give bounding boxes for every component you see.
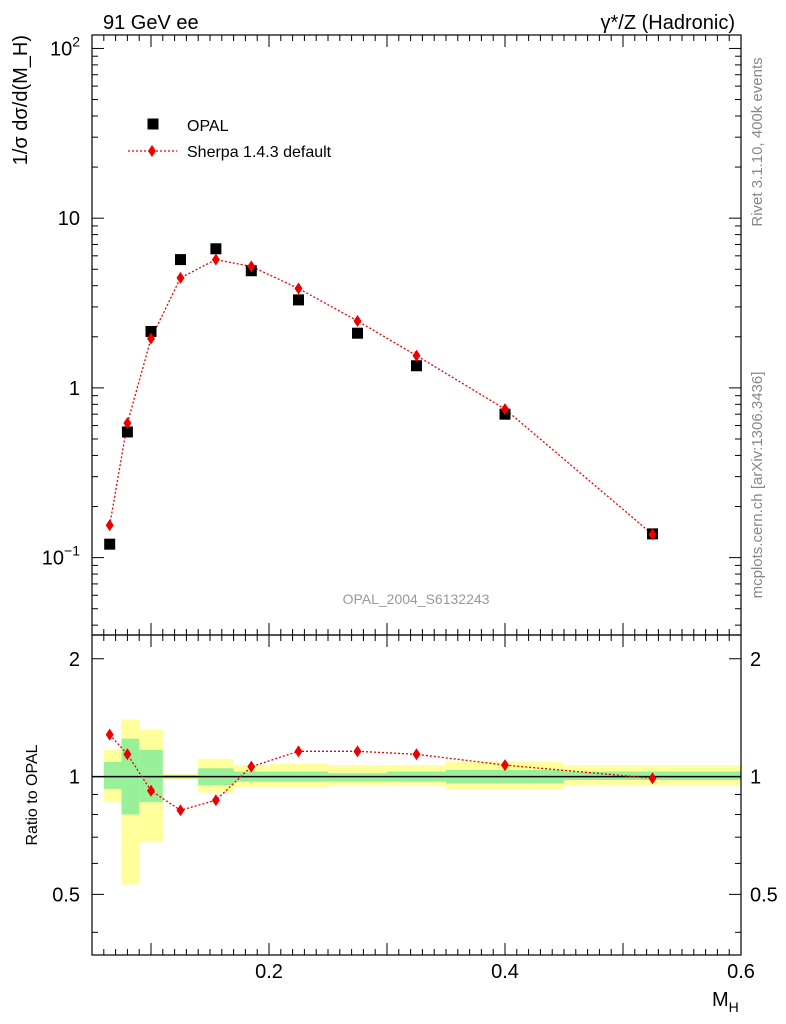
ratio-sherpa-line — [109, 734, 653, 812]
sherpa-point — [247, 260, 256, 273]
sherpa-point — [353, 314, 362, 327]
ratio-y-tick-label-right: 2 — [750, 649, 761, 671]
stat-uncertainty-band — [103, 761, 122, 789]
sherpa-point — [211, 253, 220, 266]
ratio-plot-panel: 0.5 0.5 1 1 2 2 0.2 0.4 0.6 Ratio to OPAL MH — [24, 634, 778, 1015]
sherpa-point — [176, 271, 185, 284]
x-axis-label: MH — [712, 989, 739, 1015]
legend-sherpa-label: Sherpa 1.4.3 default — [187, 144, 332, 161]
ratio-y-tick-label-right: 0.5 — [750, 884, 778, 906]
sherpa-point — [105, 519, 114, 532]
ratio-sherpa-point — [247, 760, 256, 773]
sherpa-point — [412, 349, 421, 362]
header-left: 91 GeV ee — [103, 12, 199, 34]
sherpa-line — [109, 258, 653, 535]
ratio-y-tick-label-left: 2 — [69, 649, 80, 671]
legend-sherpa-marker — [148, 145, 156, 157]
legend-opal-marker — [147, 118, 159, 130]
y-tick-label: 10 — [58, 208, 80, 230]
sherpa-point — [147, 332, 155, 345]
opal-data-point — [175, 254, 186, 266]
ratio-sherpa-point — [176, 804, 185, 817]
x-tick-label: 0.4 — [491, 961, 519, 983]
opal-data-point — [293, 294, 304, 306]
opal-data-point — [411, 360, 422, 372]
analysis-id-label: OPAL_2004_S6132243 — [343, 591, 490, 607]
ratio-sherpa-point — [211, 794, 220, 807]
y-tick-label: 102 — [50, 33, 80, 60]
mcplots-source-label: mcplots.cern.ch [arXiv:1306.3436] — [749, 372, 766, 599]
ratio-plot-frame — [91, 634, 742, 956]
sherpa-point — [648, 528, 657, 541]
sherpa-point — [501, 403, 509, 416]
main-y-axis-label: 1/σ dσ/d(M_H) — [10, 35, 32, 165]
ratio-sherpa-point — [294, 745, 303, 758]
ratio-sherpa-point — [105, 728, 114, 741]
y-tick-label: 1 — [69, 378, 80, 400]
ratio-y-tick-label-left: 1 — [69, 767, 80, 789]
ratio-sherpa-point — [501, 759, 509, 772]
sherpa-point — [123, 417, 132, 430]
x-tick-label: 0.2 — [255, 961, 283, 983]
stat-uncertainty-band — [328, 773, 387, 782]
main-plot-panel: 10−1 1 10 102 1/σ dσ/d(M_H) OPAL_2004_S613224… — [10, 33, 742, 636]
ratio-sherpa-point — [147, 784, 155, 797]
ratio-sherpa-point — [123, 748, 132, 761]
opal-data-point — [121, 426, 133, 438]
opal-data-point — [352, 327, 363, 339]
y-tick-label: 10−1 — [42, 543, 80, 570]
opal-data-point — [210, 243, 222, 255]
ratio-sherpa-point — [648, 772, 657, 785]
opal-data-point — [104, 538, 116, 550]
rivet-version-label: Rivet 3.1.10, 400k events — [749, 57, 766, 226]
legend-opal-label: OPAL — [187, 118, 229, 135]
ratio-y-tick-label-left: 0.5 — [52, 884, 80, 906]
ratio-y-tick-label-right: 1 — [750, 767, 761, 789]
sherpa-point — [294, 282, 303, 295]
ratio-sherpa-point — [353, 745, 362, 758]
x-tick-label: 0.6 — [727, 961, 755, 983]
header-right: γ*/Z (Hadronic) — [601, 12, 735, 34]
ratio-sherpa-point — [412, 748, 421, 761]
ratio-y-axis-label: Ratio to OPAL — [24, 744, 41, 845]
opal-data-point — [145, 325, 157, 337]
